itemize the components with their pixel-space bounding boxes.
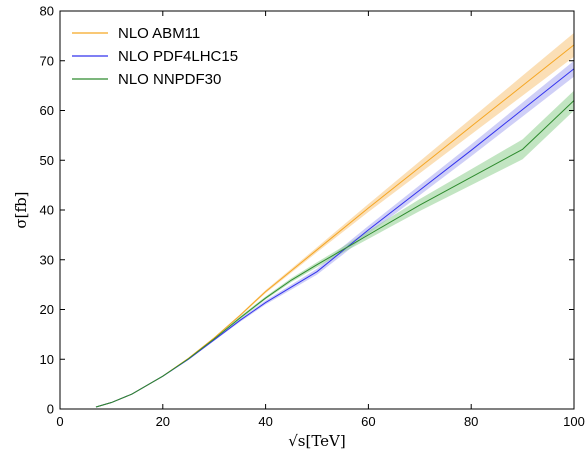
x-axis-ticks: 0 20 40 60 80 100 (56, 11, 585, 429)
y-tick-label: 60 (40, 103, 54, 118)
y-tick-label: 30 (40, 252, 54, 267)
band-series-3 (95, 90, 574, 408)
series-lines (95, 44, 575, 408)
y-axis-label: σ[fb] (12, 191, 30, 228)
x-tick-label: 60 (361, 414, 375, 429)
legend-label-3: NLO NNPDF30 (118, 71, 221, 88)
uncertainty-bands (95, 32, 574, 408)
x-axis-label: √s[TeV] (288, 432, 346, 450)
y-tick-label: 80 (40, 4, 54, 19)
legend-label-2: NLO PDF4LHC15 (118, 48, 238, 65)
y-tick-label: 0 (47, 402, 54, 417)
band-series-1 (95, 32, 574, 408)
x-tick-label: 0 (56, 414, 63, 429)
x-tick-label: 100 (563, 414, 585, 429)
y-axis-ticks: 0 10 20 30 40 50 60 70 80 (40, 4, 574, 417)
x-tick-label: 40 (258, 414, 272, 429)
x-tick-label: 20 (156, 414, 170, 429)
y-tick-label: 50 (40, 153, 54, 168)
y-tick-label: 10 (40, 352, 54, 367)
y-tick-label: 70 (40, 53, 54, 68)
x-tick-label: 80 (464, 414, 478, 429)
y-tick-label: 40 (40, 203, 54, 218)
legend-label-1: NLO ABM11 (118, 25, 200, 42)
line-series-3 (95, 100, 575, 408)
y-tick-label: 20 (40, 302, 54, 317)
legend: NLO ABM11 NLO PDF4LHC15 NLO NNPDF30 (72, 25, 238, 88)
